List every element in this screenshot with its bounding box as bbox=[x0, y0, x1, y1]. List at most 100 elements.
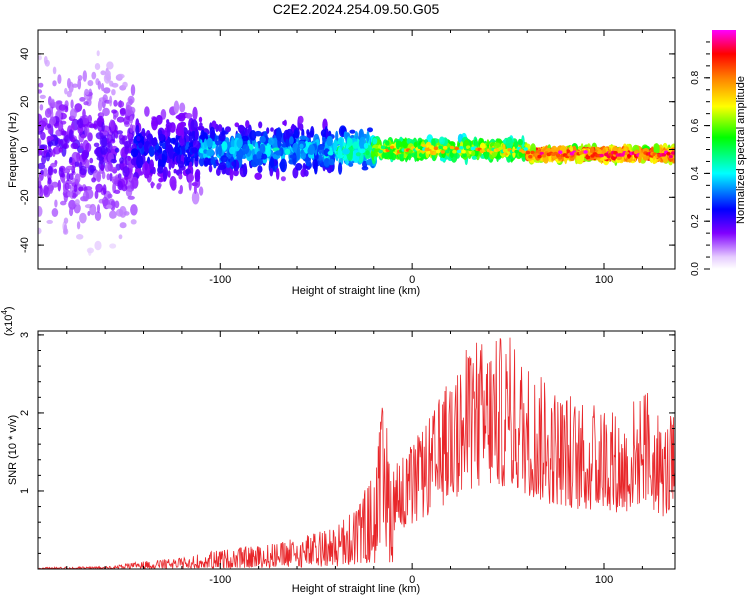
spectrogram-cell bbox=[162, 166, 169, 180]
spectrogram-cell bbox=[292, 125, 297, 130]
spectrogram-cell bbox=[52, 66, 57, 75]
spectrogram-cell bbox=[110, 158, 117, 164]
spectrogram-cell bbox=[158, 133, 165, 141]
spectrogram-cell bbox=[249, 130, 257, 141]
spectrogram-cell bbox=[102, 196, 109, 207]
spectrogram-cell bbox=[179, 184, 183, 194]
snr-series-line bbox=[38, 337, 675, 569]
spectrogram-cell bbox=[372, 138, 378, 145]
spectrogram-cell bbox=[67, 191, 73, 198]
spectrogram-cell bbox=[215, 140, 222, 146]
spectrogram-ridge-cell bbox=[523, 147, 528, 151]
spectrogram-cell bbox=[114, 200, 120, 209]
spectrogram-ridge-cell bbox=[514, 149, 519, 154]
snr-x-axis-label: Height of straight line (km) bbox=[292, 583, 420, 595]
spectrogram-ridge-cell bbox=[541, 153, 547, 158]
spectrogram-cell bbox=[71, 151, 80, 164]
spectrogram-cell bbox=[53, 168, 58, 174]
spectrogram-cell bbox=[118, 100, 122, 108]
spectrogram-ridge-cell bbox=[408, 149, 413, 154]
spectrogram-cell bbox=[103, 87, 111, 94]
spectrogram-cell bbox=[130, 84, 136, 96]
spectrogram-cell bbox=[92, 123, 97, 129]
spectrogram-cell bbox=[126, 133, 133, 139]
spectrogram-cell bbox=[57, 74, 62, 84]
spectrogram-cell bbox=[169, 122, 176, 133]
snr-multiplier-exponent: 4 bbox=[0, 310, 9, 315]
spectrogram-cell bbox=[191, 182, 198, 187]
spectrogram-cell bbox=[84, 158, 90, 169]
spectrogram-cell bbox=[173, 168, 177, 174]
spectrogram-cell bbox=[38, 227, 42, 235]
x-tick-label: 100 bbox=[595, 274, 613, 286]
spectrogram-cell bbox=[46, 135, 54, 141]
spectrogram-cell bbox=[432, 154, 436, 161]
spectrogram-cell bbox=[282, 120, 286, 126]
spectrogram-ridge-cell bbox=[380, 145, 386, 149]
spectrogram-cell bbox=[89, 203, 97, 216]
spectrogram-cell bbox=[38, 125, 44, 131]
spectrogram-cell bbox=[93, 142, 100, 148]
spectrogram-cell bbox=[208, 165, 213, 173]
spectrogram-cell bbox=[231, 161, 235, 167]
spectrogram-cell bbox=[61, 173, 65, 178]
y-tick-label: -20 bbox=[19, 189, 31, 205]
spectrogram-cell bbox=[118, 134, 125, 141]
y-tick-label: -40 bbox=[19, 237, 31, 253]
spectrogram-cell bbox=[94, 63, 101, 70]
spectrogram-cell bbox=[192, 106, 198, 121]
spectrogram-cell bbox=[363, 142, 369, 149]
spectrogram-cell bbox=[115, 208, 124, 217]
spectrogram-cell bbox=[131, 176, 139, 189]
spectrogram-ridge-cell bbox=[438, 145, 443, 149]
spectrogram-cell bbox=[116, 116, 125, 123]
spectrogram-cell bbox=[269, 168, 274, 177]
spectrogram-ridge-cell bbox=[461, 149, 466, 154]
spectrogram-cell bbox=[319, 154, 323, 161]
spectrogram-cell bbox=[185, 112, 193, 119]
spectrogram-cell bbox=[97, 99, 103, 112]
spectrogram-ridge-cell bbox=[666, 152, 671, 156]
spectrogram-cell bbox=[64, 87, 68, 95]
spectrogram-cell bbox=[158, 177, 164, 183]
spectrogram-cell bbox=[346, 137, 353, 147]
snr-y-axis-label: SNR (10 * v/v) bbox=[7, 415, 19, 485]
spectrogram-cell bbox=[413, 141, 418, 149]
spectrogram-cell bbox=[91, 71, 97, 80]
spectrogram-cell bbox=[156, 183, 161, 190]
spectrogram-cell bbox=[335, 130, 339, 142]
y-tick-label: 2 bbox=[19, 410, 31, 416]
spectrogram-cell bbox=[54, 199, 58, 208]
spectrogram-cell bbox=[100, 83, 105, 92]
x-tick-label: 0 bbox=[409, 574, 415, 586]
spectrogram-cell bbox=[69, 136, 76, 143]
spectrogram-cell bbox=[309, 130, 314, 138]
colorbar-tick-label: 0.8 bbox=[690, 70, 701, 84]
spectrogram-cell bbox=[82, 70, 88, 82]
spectrogram-cell bbox=[198, 156, 205, 167]
spectrogram-cell bbox=[113, 99, 118, 107]
spectrogram-ridge-cell bbox=[530, 150, 535, 155]
spectrogram-y-axis-label: Frequency (Hz) bbox=[7, 112, 19, 188]
spectrogram-cell bbox=[69, 206, 74, 217]
spectrogram-cell bbox=[39, 94, 46, 99]
colorbar-tick-label: 0.2 bbox=[690, 214, 701, 228]
spectrogram-ridge-cell bbox=[456, 149, 462, 154]
spectrogram-ridge-cell bbox=[583, 150, 588, 154]
spectrogram-cell bbox=[125, 104, 133, 117]
spectrogram-cell bbox=[116, 130, 123, 135]
y-tick-label: 1 bbox=[19, 488, 31, 494]
spectrogram-cell bbox=[38, 186, 41, 196]
spectrogram-cell bbox=[95, 132, 104, 140]
spectrogram-ridge-cell bbox=[634, 150, 639, 155]
spectrogram-cell bbox=[280, 176, 286, 182]
spectrogram-cell bbox=[66, 90, 72, 98]
spectrogram-cell bbox=[81, 151, 88, 160]
spectrogram-cell bbox=[85, 142, 92, 153]
spectrogram-cell bbox=[103, 73, 111, 84]
spectrogram-cell bbox=[237, 124, 245, 131]
spectrogram-cell bbox=[63, 224, 68, 234]
spectrogram-cell bbox=[178, 173, 183, 180]
y-tick-label: 0 bbox=[19, 146, 31, 152]
spectrogram-cell bbox=[117, 180, 123, 191]
